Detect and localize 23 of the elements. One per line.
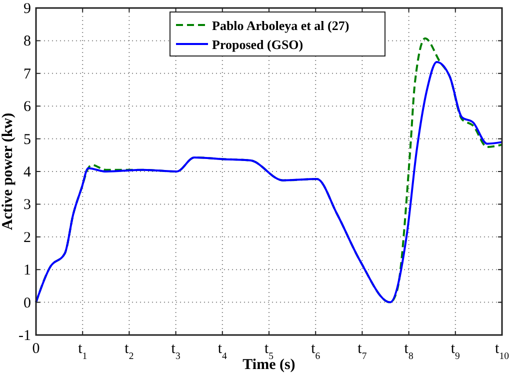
y-tick-label: 6	[24, 99, 32, 116]
x-tick-label: t$_{10}$	[495, 341, 509, 362]
x-tick-label: t$_{9}$	[450, 341, 460, 362]
x-tick-label: t$_{4}$	[218, 341, 228, 362]
legend-label: Proposed (GSO)	[212, 37, 304, 52]
y-tick-label: 8	[24, 34, 31, 50]
y-tick-label: 7	[24, 66, 32, 82]
y-tick-label: -1	[18, 328, 31, 344]
y-tick-label: 9	[24, 1, 31, 17]
y-axis-title: Active power (kw)	[0, 112, 16, 230]
x-tick-label: t$_{7}$	[358, 341, 367, 362]
y-tick-label: 0	[24, 295, 31, 312]
x-tick-label: t$_{3}$	[171, 341, 180, 362]
y-tick-label: 4	[24, 164, 32, 180]
y-tick-label: 5	[24, 132, 31, 148]
x-tick-label: t$_{8}$	[404, 341, 414, 362]
x-tick-label: t$_{6}$	[311, 341, 320, 362]
legend-label: Pablo Arboleya et al (27)	[212, 18, 350, 33]
x-tick-label: t$_{1}$	[78, 341, 88, 362]
y-tick-label: 2	[24, 230, 31, 246]
y-tick-label: 3	[24, 197, 31, 214]
x-tick-label: t$_{2}$	[124, 341, 134, 362]
y-tick-label: 1	[24, 262, 31, 279]
